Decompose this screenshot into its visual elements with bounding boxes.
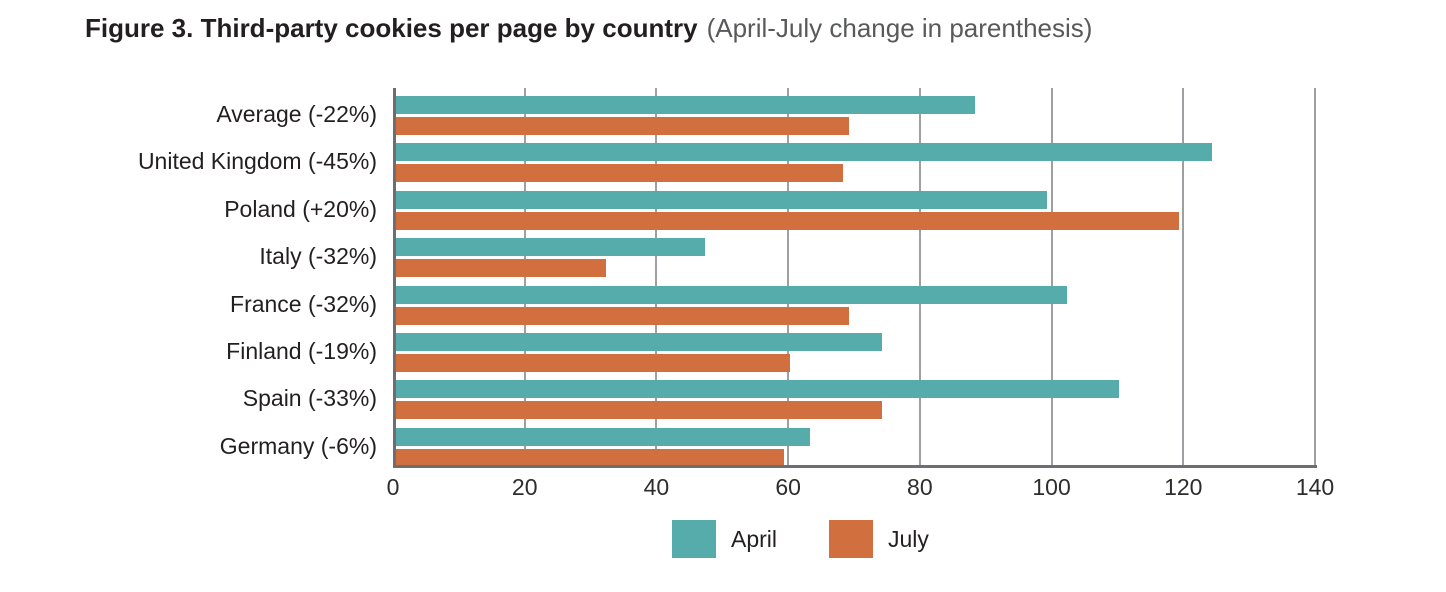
- x-tick-label-140: 140: [1295, 474, 1335, 500]
- category-label-2: Poland (+20%): [224, 195, 377, 222]
- x-tick-label-20: 20: [511, 474, 538, 500]
- category-axis-labels: Average (-22%) United Kingdom (-45%) Polan…: [0, 88, 385, 467]
- figure-title: Figure 3. Third-party cookies per page b…: [85, 13, 1092, 44]
- gridline-140: [1314, 88, 1316, 467]
- category-label-5: Finland (-19%): [226, 337, 377, 364]
- bar-april-2: [395, 190, 1047, 209]
- x-tick-label-60: 60: [775, 474, 801, 500]
- bar-april-6: [395, 380, 1120, 399]
- bar-april-7: [395, 427, 810, 446]
- bar-april-4: [395, 285, 1067, 304]
- gridline-40: [655, 88, 658, 467]
- plot-area: [393, 88, 1317, 468]
- x-axis-line: [393, 465, 1317, 468]
- bar-july-4: [395, 306, 850, 325]
- gridline-80: [918, 88, 921, 467]
- legend-item-april: April: [672, 520, 777, 558]
- category-label-4: France (-32%): [230, 290, 377, 317]
- y-axis-line: [393, 88, 396, 467]
- category-label-7: Germany (-6%): [219, 432, 377, 459]
- bar-april-3: [395, 238, 705, 257]
- legend-swatch-july: [829, 520, 874, 558]
- category-label-1: United Kingdom (-45%): [137, 148, 377, 175]
- gridline-120: [1182, 88, 1185, 467]
- bar-april-0: [395, 96, 975, 114]
- legend-label-april: April: [731, 525, 778, 552]
- legend-swatch-april: [672, 520, 716, 558]
- gridline-20: [523, 88, 526, 467]
- x-tick-label-0: 0: [386, 474, 400, 500]
- x-tick-label-40: 40: [643, 474, 670, 500]
- x-tick-label-80: 80: [907, 474, 933, 500]
- category-label-3: Italy (-32%): [259, 243, 377, 270]
- bar-july-7: [395, 448, 784, 467]
- legend-item-july: July: [829, 520, 929, 558]
- category-label-6: Spain (-33%): [242, 385, 377, 412]
- x-axis-tick-labels: 0 20 40 60 80 100 120 140: [387, 474, 1335, 504]
- figure-title-note: (April-July change in parenthesis): [706, 13, 1093, 43]
- gridline-100: [1050, 88, 1053, 467]
- category-label-0: Average (-22%): [216, 101, 377, 127]
- bar-july-0: [395, 117, 850, 135]
- bar-july-1: [395, 164, 843, 183]
- x-tick-label-100: 100: [1032, 474, 1071, 500]
- bar-april-5: [395, 332, 883, 351]
- gridline-60: [787, 88, 790, 467]
- bar-april-1: [395, 143, 1212, 162]
- legend: April July: [672, 520, 929, 558]
- x-tick-label-120: 120: [1164, 474, 1203, 500]
- bar-july-6: [395, 401, 883, 420]
- bar-july-2: [395, 211, 1179, 230]
- legend-label-july: July: [888, 525, 929, 552]
- figure-title-bold: Figure 3. Third-party cookies per page b…: [85, 13, 698, 43]
- bar-july-5: [395, 353, 791, 372]
- bar-july-3: [395, 259, 606, 278]
